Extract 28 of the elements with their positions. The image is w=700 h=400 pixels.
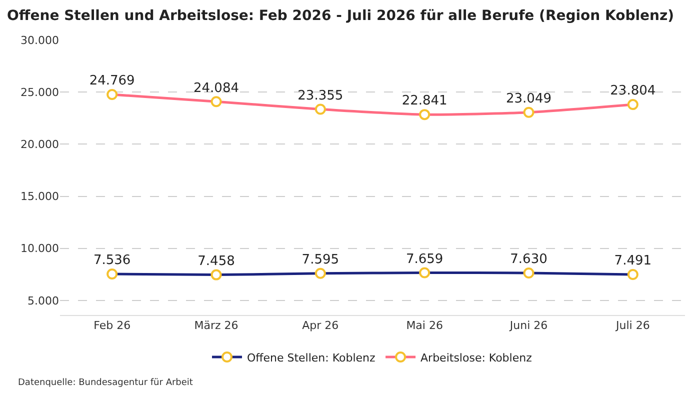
data-label: 7.536 xyxy=(93,253,131,268)
chart-title: Offene Stellen und Arbeitslose: Feb 2026 - Juli 2026 für alle Berufe (Region Koblenz) xyxy=(7,8,674,24)
data-label: 24.084 xyxy=(194,80,239,96)
data-label: 7.491 xyxy=(614,254,652,269)
y-tick-label: 10.000 xyxy=(20,242,59,256)
x-tick-label: Feb 26 xyxy=(94,319,131,332)
data-label: 7.458 xyxy=(198,254,235,269)
data-label: 7.595 xyxy=(302,252,340,268)
data-label: 23.804 xyxy=(610,84,656,99)
y-tick-label: 30.000 xyxy=(20,34,59,47)
legend-label: Arbeitslose: Koblenz xyxy=(420,351,532,364)
text: Datenquelle: Bundesagentur für Arbeit xyxy=(18,378,194,388)
y-tick-label: 25.000 xyxy=(20,86,59,99)
data-label: 24.769 xyxy=(89,74,135,89)
data-label: 22.841 xyxy=(402,94,448,109)
x-tick-label: Juni 26 xyxy=(508,319,548,332)
data-label: 23.049 xyxy=(506,92,552,107)
data-label: 7.659 xyxy=(406,252,444,267)
data-label: 7.630 xyxy=(510,252,548,268)
y-tick-label: 20.000 xyxy=(20,138,59,152)
x-tick-label: Apr 26 xyxy=(302,319,339,332)
y-tick-label: 15.000 xyxy=(20,190,59,204)
y-tick-label: 5.000 xyxy=(28,294,59,308)
legend-label: Offene Stellen: Koblenz xyxy=(247,351,376,364)
x-tick-label: Juli 26 xyxy=(615,319,650,332)
data-label: 23.355 xyxy=(298,88,344,104)
x-tick-label: März 26 xyxy=(194,319,238,332)
x-tick-label: Mai 26 xyxy=(406,319,443,332)
